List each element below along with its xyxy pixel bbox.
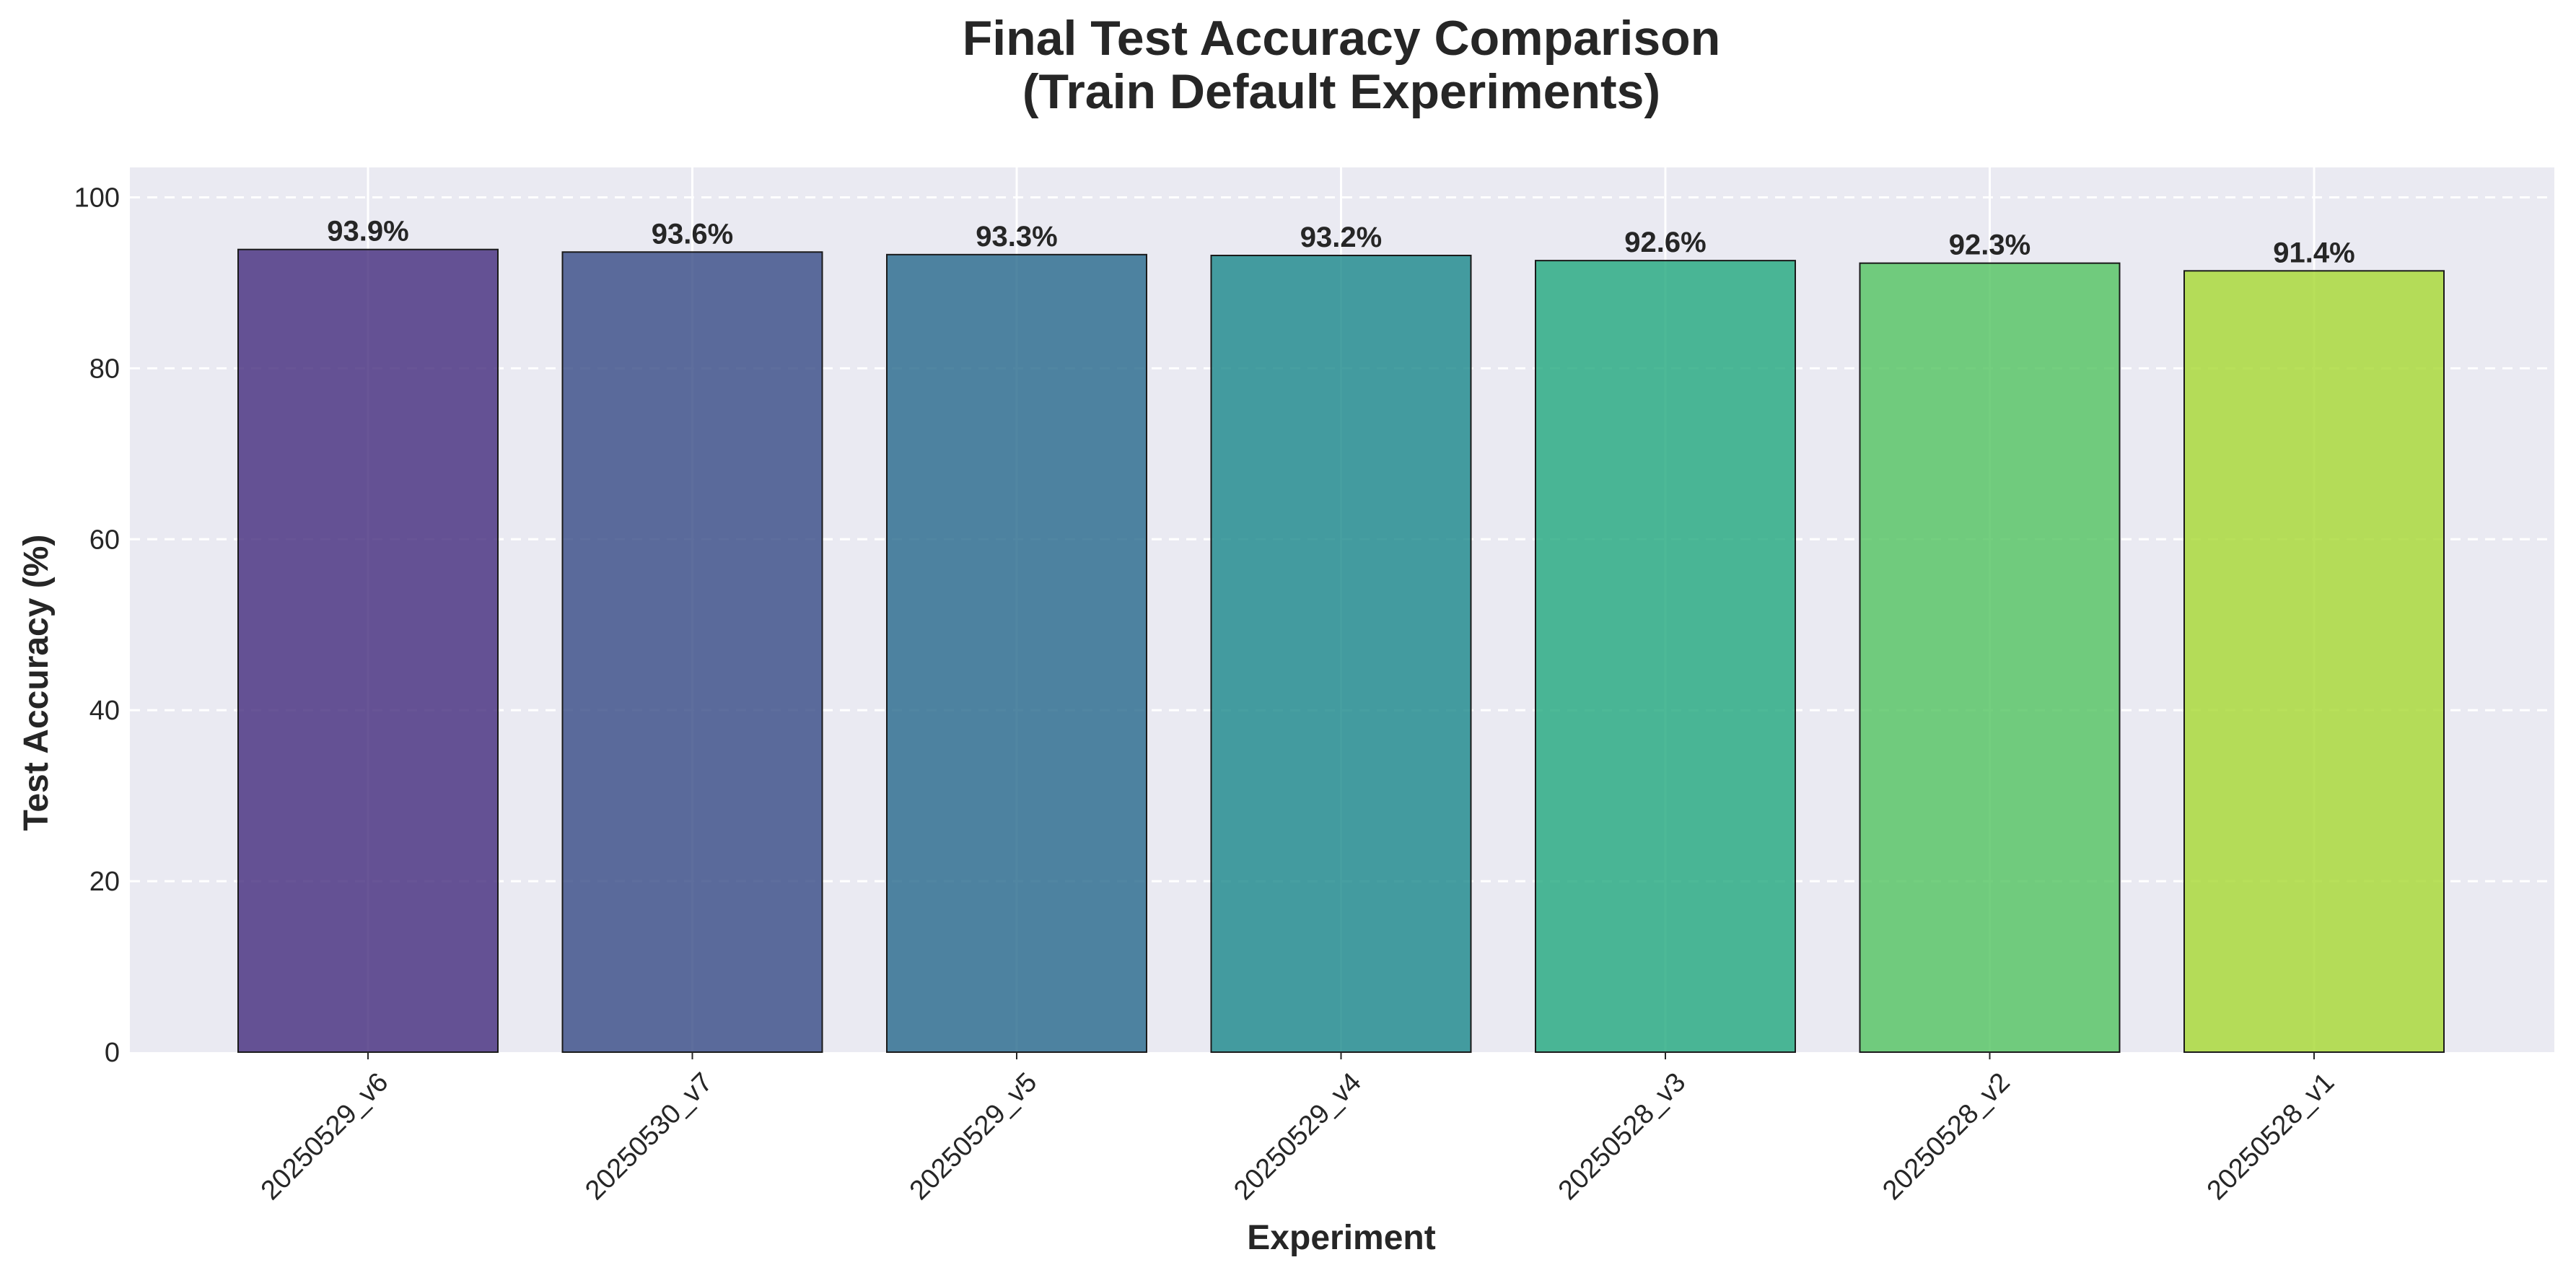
bar-20250529_v4 — [1210, 255, 1472, 1054]
y-tick-label: 0 — [105, 1038, 120, 1068]
x-tick-label: 20250529_v5 — [904, 1067, 1043, 1207]
data-label: 93.3% — [976, 221, 1057, 253]
x-tick-label: 20250529_v6 — [255, 1067, 395, 1207]
bar-20250528_v3 — [1535, 260, 1796, 1053]
data-label: 93.6% — [652, 218, 733, 250]
x-axis-label: Experiment — [1247, 1219, 1435, 1257]
bars — [237, 248, 2445, 1054]
data-label: 92.3% — [1949, 229, 2030, 261]
bar-20250528_v2 — [1859, 262, 2121, 1054]
data-label: 91.4% — [2273, 237, 2354, 268]
bar-20250529_v5 — [886, 253, 1147, 1053]
x-tick-label: 20250528_v2 — [1877, 1067, 2016, 1207]
data-labels: 93.9% 93.6% 93.3% 93.2% 92.6% 92.3% 91.4% — [327, 216, 2354, 269]
x-tick-label: 20250528_v3 — [1553, 1067, 1692, 1207]
x-tick-label: 20250530_v7 — [579, 1067, 719, 1207]
y-tick-label: 60 — [89, 525, 120, 555]
bar-20250529_v6 — [237, 248, 499, 1053]
chart-title-line-2: (Train Default Experiments) — [1022, 64, 1660, 119]
y-tick-label: 100 — [74, 183, 120, 213]
x-axis-ticks: 20250529_v6 20250530_v7 20250529_v5 2025052… — [255, 1052, 2341, 1207]
x-tick-label: 20250528_v1 — [2202, 1067, 2341, 1207]
chart-title-line-1: Final Test Accuracy Comparison — [963, 11, 1721, 66]
y-tick-label: 20 — [89, 867, 120, 897]
x-tick-label: 20250529_v4 — [1228, 1067, 1367, 1207]
y-axis-label: Test Accuracy (%) — [17, 535, 56, 831]
y-tick-label: 80 — [89, 354, 120, 384]
bar-20250530_v7 — [561, 251, 823, 1054]
data-label: 92.6% — [1624, 227, 1706, 258]
data-label: 93.2% — [1300, 222, 1382, 253]
y-axis-ticks: 0 20 40 60 80 100 — [74, 183, 120, 1068]
bar-20250528_v1 — [2183, 270, 2445, 1053]
y-tick-label: 40 — [89, 696, 120, 726]
data-label: 93.9% — [327, 216, 408, 248]
